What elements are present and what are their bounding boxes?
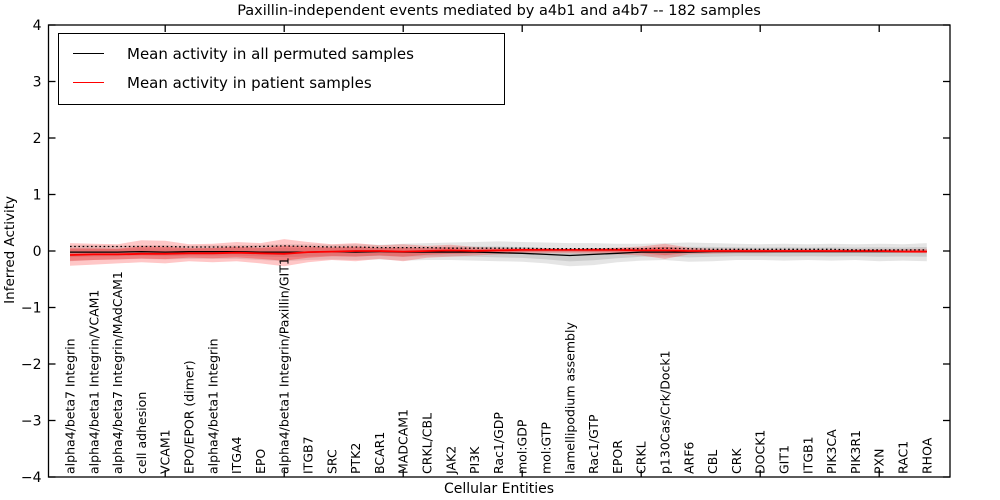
legend-label-patient: Mean activity in patient samples [127,73,372,92]
x-category-label: alpha4/beta1 Integrin [205,338,220,474]
y-tick-label: −3 [21,414,42,430]
y-tick-label: 3 [33,75,42,91]
legend-item-patient: Mean activity in patient samples [73,68,494,97]
x-category-label: RAC1 [896,441,911,474]
x-category-label: RHOA [919,437,934,474]
x-category-label: CBL [705,450,720,474]
x-category-label: Rac1/GDP [491,412,506,474]
x-category-label: JAK2 [443,446,458,475]
x-category-label: alpha4/beta7 Integrin [63,338,78,474]
x-category-label: EPO/EPOR (dimer) [182,360,197,474]
x-category-label: mol:GTP [539,422,554,474]
permuted-band-outer [70,241,927,267]
x-category-label: SRC [324,449,339,474]
x-category-label: VCAM1 [158,429,173,474]
legend: Mean activity in all permuted samples Me… [58,33,505,105]
x-category-label: PXN [872,449,887,474]
x-category-label: p130Cas/Crk/Dock1 [658,350,673,474]
y-tick-label: −4 [21,470,42,486]
y-tick-label: −1 [21,301,42,317]
x-category-label: ITGA4 [229,436,244,474]
y-axis-label-wrap: Inferred Activity [2,0,18,500]
x-category-label: alpha4/beta1 Integrin/VCAM1 [86,290,101,474]
y-tick-label: 4 [33,18,42,34]
x-category-label: CRKL/CBL [420,413,435,474]
y-tick-label: −2 [21,357,42,373]
x-category-label: GIT1 [777,445,792,474]
x-category-label: alpha4/beta7 Integrin/MAdCAM1 [110,271,125,474]
chart-title: Paxillin-independent events mediated by … [237,3,761,19]
x-category-label: MADCAM1 [396,409,411,474]
x-category-label: EPO [253,449,268,474]
x-category-label: PIK3CA [824,429,839,474]
x-category-label: alpha4/beta1 Integrin/Paxillin/GIT1 [277,257,292,474]
legend-item-permuted: Mean activity in all permuted samples [73,39,494,68]
x-category-label: CRK [729,448,744,474]
x-category-label: PIK3R1 [848,430,863,474]
x-category-label: BCAR1 [372,432,387,474]
threshold-dotted-line [70,245,927,251]
y-axis-label: Inferred Activity [2,196,18,304]
x-category-label: DOCK1 [753,430,768,474]
legend-label-permuted: Mean activity in all permuted samples [127,44,414,63]
x-category-label: Rac1/GTP [586,414,601,474]
x-category-label: PTK2 [348,443,363,474]
y-tick-label: 0 [33,244,42,260]
patient-band-inner [70,245,927,261]
x-category-label: EPOR [610,440,625,474]
x-category-label: CRKL [634,441,649,474]
patient-mean-line [69,248,927,256]
x-category-label: mol:GDP [515,419,530,474]
x-category-label: cell adhesion [134,392,149,474]
permuted-line-sample-icon [73,53,104,54]
x-category-label: ITGB1 [800,436,815,474]
x-category-label: PI3K [467,446,482,474]
x-category-label: lamellipodium assembly [562,322,577,474]
patient-line-sample-icon [73,82,104,83]
x-axis-label: Cellular Entities [443,481,555,497]
x-category-label: ARF6 [681,442,696,474]
y-tick-label: 2 [33,131,42,147]
x-category-label: ITGB7 [301,436,316,474]
y-tick-label: 1 [33,188,42,204]
